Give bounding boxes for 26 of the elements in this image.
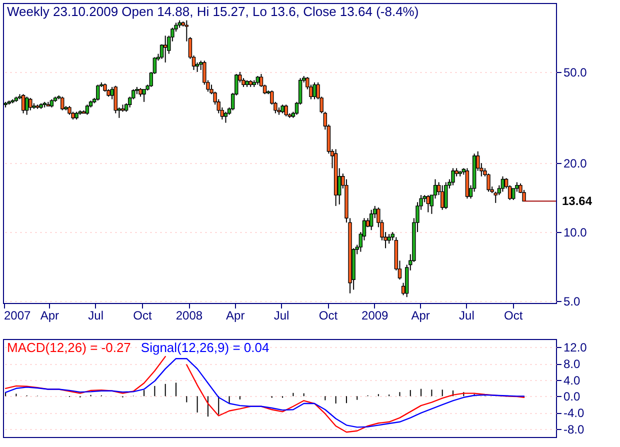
y-tick-label: 8.0	[564, 357, 581, 371]
x-tick-label: Jul	[88, 308, 104, 322]
text: MACD(12,26) = -0.27	[7, 340, 131, 355]
x-tick-label: 2009	[362, 308, 389, 322]
chart-title: Weekly 23.10.2009 Open 14.88, Hi 15.27, Lo 13.6, Close 13.64 (-8.4%)	[7, 4, 419, 19]
y-tick-label: 10.0	[564, 226, 588, 240]
x-tick-label: Oct	[504, 308, 524, 322]
x-tick-label: Apr	[40, 308, 60, 322]
y-tick-label: 0.0	[564, 390, 581, 404]
x-tick-label: 2008	[176, 308, 203, 322]
x-tick-label: Jul	[274, 308, 290, 322]
y-tick-label: -4.0	[564, 406, 585, 420]
y-tick-label: 5.0	[564, 294, 581, 308]
y-tick-label: 12.0	[564, 340, 588, 355]
x-tick-label: Apr	[226, 308, 245, 322]
ref-line-label: 13.64	[562, 194, 592, 208]
x-tick-label: 2007	[4, 308, 32, 322]
x-tick-label: Oct	[318, 308, 338, 322]
y-tick-label: -8.0	[564, 422, 585, 436]
x-tick-label: Oct	[133, 308, 153, 322]
x-tick-label: Apr	[411, 308, 430, 322]
x-tick-label: Jul	[459, 308, 474, 322]
series-label: Signal(12,26,9) = 0.04	[140, 340, 270, 355]
y-tick-label: 50.0	[564, 65, 588, 80]
y-tick-label: 20.0	[564, 156, 588, 171]
y-tick-label: 4.0	[564, 373, 581, 388]
